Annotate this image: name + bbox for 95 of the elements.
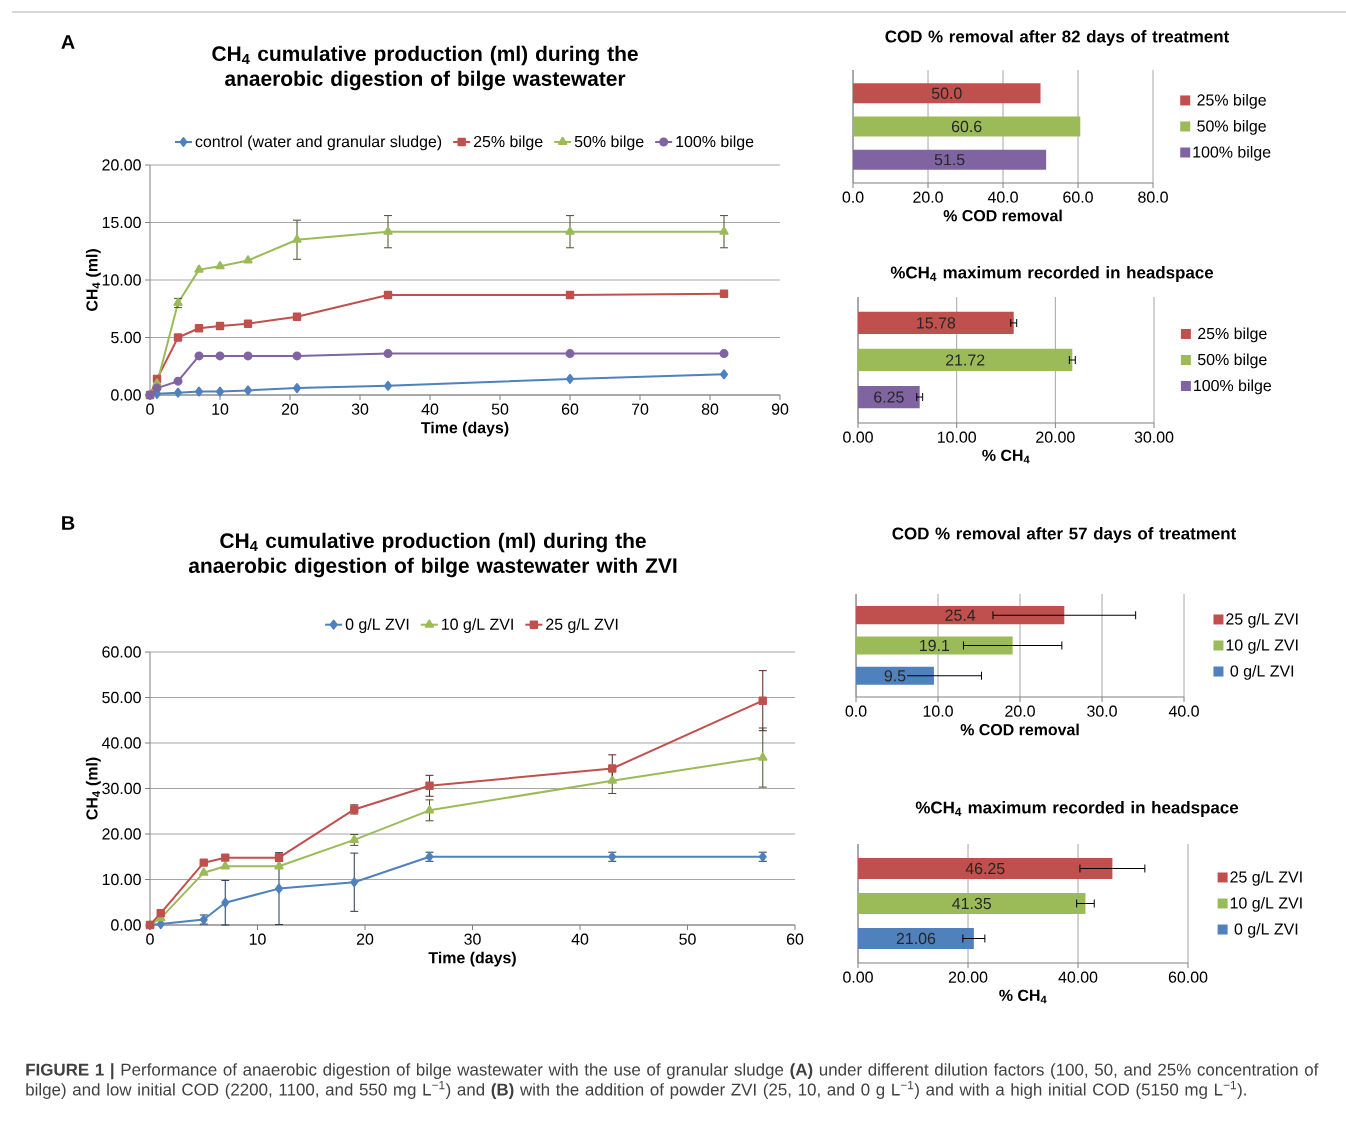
y-tick-label: 60.00: [102, 646, 141, 658]
legend-label: 25% bilge: [1197, 93, 1266, 109]
x-axis-title: Time (days): [421, 421, 509, 437]
legend-label: 100% bilge: [1193, 145, 1271, 161]
x-axis-title: % COD removal: [943, 209, 1062, 222]
data-label: 15.78: [917, 317, 956, 329]
x-tick-label: 10.00: [937, 431, 976, 443]
y-axis-title: CH$_{4}$ (ml): [85, 757, 101, 820]
chart-title: %CH$_{4}$ maximum recorded in headspace: [915, 801, 1239, 817]
data-label: 19.1: [920, 639, 950, 652]
x-axis-title: Time (days): [428, 951, 516, 967]
x-tick-label: 10: [249, 933, 266, 945]
x-tick-label: 0.00: [843, 971, 873, 983]
legend-label: 100% bilge: [676, 135, 754, 151]
y-tick-label: 0.00: [111, 389, 141, 401]
y-tick-label: 30.00: [102, 782, 141, 795]
x-tick-label: 20.0: [913, 191, 943, 203]
legend-label: 25 g/L ZVI: [1230, 870, 1302, 886]
data-label: 21.72: [946, 354, 985, 366]
chart-title: %CH$_{4}$ maximum recorded in headspace: [890, 266, 1214, 282]
x-tick-label: 0.0: [845, 705, 867, 717]
chart-title: COD % removal after 82 days of treatment: [885, 30, 1230, 46]
data-label: 9.5: [884, 670, 906, 682]
y-tick-label: 0.00: [111, 919, 141, 931]
x-tick-label: 30: [351, 403, 369, 415]
legend-label: control (water and granular sludge): [195, 135, 442, 151]
x-tick-label: 50: [491, 403, 509, 415]
x-tick-label: 40.0: [987, 191, 1018, 203]
legend-label: 25 g/L ZVI: [546, 618, 618, 634]
y-tick-label: 20.00: [102, 828, 141, 840]
y-tick-label: 10.00: [102, 274, 141, 286]
x-tick-label: 70: [631, 403, 649, 415]
y-tick-label: 40.00: [101, 737, 141, 749]
y-axis-title: CH$_{4}$ (ml): [85, 249, 101, 312]
x-tick-label: 60: [561, 403, 579, 415]
x-tick-label: 90: [771, 403, 789, 415]
y-tick-label: 50.00: [102, 691, 141, 704]
legend-label: 10 g/L ZVI: [1230, 896, 1302, 912]
data-label: 50.0: [931, 87, 962, 99]
legend-label: 0 g/L ZVI: [1234, 923, 1298, 938]
x-tick-label: 0: [146, 933, 154, 945]
x-axis-title: % CH$_{4}$: [999, 989, 1047, 1004]
x-tick-label: 20: [356, 933, 374, 945]
x-tick-label: 20.00: [1036, 431, 1075, 443]
x-tick-label: 80.0: [1138, 191, 1168, 203]
x-tick-label: 0.00: [843, 431, 873, 443]
x-tick-label: 40.0: [1168, 705, 1199, 717]
x-tick-label: 40.00: [1058, 971, 1098, 983]
legend-label: 50% bilge: [1197, 119, 1266, 135]
x-tick-label: 10.0: [923, 705, 953, 717]
legend-label: 0 g/L ZVI: [1230, 665, 1294, 680]
x-tick-label: 50: [679, 933, 696, 945]
chart-title: CH$_{4}$ cumulative production (ml) during the anaerobic digestion of bilge wastewater with ZVI: [188, 532, 677, 578]
text: FIGURE 1 | Performance of anaerobic digestion of bilge wastewater with the use of granular sludge (A) under different dilution factors (100, 50, and 25% concentration of bilge) and low initial COD (2200, 1100, and 550 mg L$^{−1}$) and (B) with the addition of powder ZVI (25, 10, and 0 g L$^{−1}$) and with a high initial COD (5150 mg L$^{−1}$).: [26, 1063, 1319, 1099]
x-tick-label: 30: [464, 933, 481, 945]
legend-label: 100% bilge: [1194, 379, 1272, 395]
data-label: 60.6: [951, 120, 982, 133]
x-tick-label: 0.0: [842, 191, 864, 203]
text: B: [62, 516, 75, 530]
y-tick-label: 20.00: [102, 159, 141, 171]
y-tick-label: 15.00: [102, 216, 141, 229]
chart-title: CH$_{4}$ cumulative production (ml) during the anaerobic digestion of bilge wastewater: [212, 45, 638, 91]
x-tick-label: 20: [281, 403, 299, 415]
legend-label: 10 g/L ZVI: [1226, 638, 1298, 654]
x-axis-title: % COD removal: [960, 723, 1079, 736]
legend-label: 25% bilge: [1198, 327, 1267, 343]
data-label: 25.4: [945, 609, 976, 621]
x-tick-label: 10: [212, 403, 229, 415]
x-tick-label: 40: [421, 403, 439, 415]
x-tick-label: 60: [786, 933, 804, 945]
x-tick-label: 20.00: [948, 971, 988, 983]
x-tick-label: 30.00: [1134, 431, 1174, 443]
legend-label: 10 g/L ZVI: [442, 618, 513, 634]
y-tick-label: 10.00: [102, 873, 141, 886]
x-tick-label: 40: [571, 933, 589, 945]
x-tick-label: 60.00: [1168, 971, 1208, 983]
x-axis-title: % CH$_{4}$: [982, 449, 1030, 464]
chart-title: COD % removal after 57 days of treatment: [892, 527, 1237, 543]
legend-label: 50% bilge: [1197, 353, 1267, 369]
data-label: 51.5: [934, 154, 965, 166]
data-label: 41.35: [952, 897, 991, 910]
data-label: 46.25: [965, 862, 1005, 875]
legend-label: 25 g/L ZVI: [1226, 612, 1298, 628]
x-tick-label: 20.0: [1005, 705, 1035, 717]
x-tick-label: 30.0: [1087, 705, 1117, 717]
data-label: 21.06: [896, 932, 936, 945]
text: A: [61, 35, 75, 49]
legend-label: 50% bilge: [574, 135, 644, 151]
legend-label: 25% bilge: [473, 135, 543, 151]
y-tick-label: 5.00: [111, 331, 141, 344]
x-tick-label: 0: [146, 403, 154, 415]
x-tick-label: 60.0: [1063, 191, 1093, 203]
data-label: 6.25: [874, 391, 904, 403]
x-tick-label: 80: [701, 403, 719, 415]
legend-label: 0 g/L ZVI: [345, 618, 409, 634]
